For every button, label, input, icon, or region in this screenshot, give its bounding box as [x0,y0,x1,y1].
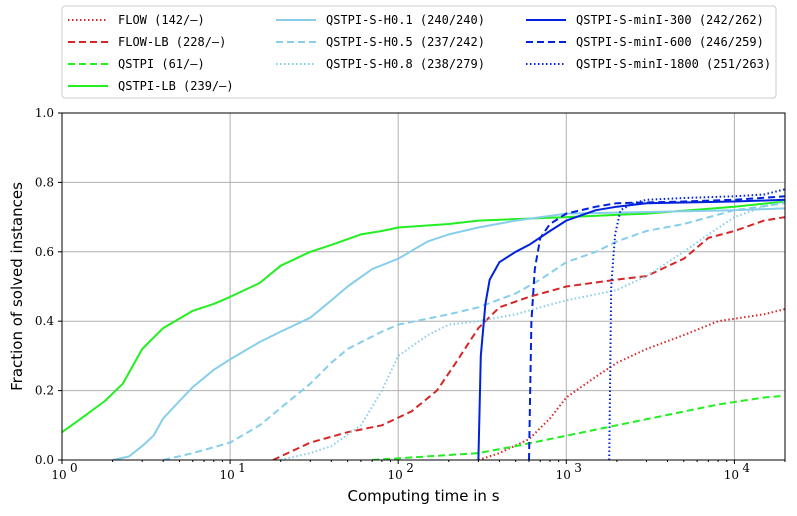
x-tick-exponent: 0 [70,461,78,475]
x-tick-exponent: 2 [406,461,414,475]
legend-label: QSTPI-S-H0.8 (238/279) [326,57,485,71]
series-line-qstpi-s-h0-1 [112,207,785,460]
grid [61,112,785,461]
x-tick-label: 10 [219,468,234,482]
legend-box [61,5,777,99]
x-tick-exponent: 1 [238,461,246,475]
y-axis-label: Fraction of solved instances [8,182,26,391]
x-tick-label: 10 [724,468,739,482]
x-tick-exponent: 4 [742,461,750,475]
legend-label: FLOW (142/–) [118,13,205,27]
y-tick-label: 0.8 [35,175,54,189]
legend-label: QSTPI (61/–) [118,57,205,71]
series-line-qstpi-s-h0-5 [162,202,785,460]
legend-label: QSTPI-S-H0.5 (237/242) [326,35,485,49]
plot-frame [61,112,786,461]
series-line-qstpi-s-mini-600 [528,195,785,460]
series-line-qstpi [372,394,785,460]
series-line-qstpi-s-h0-8 [280,200,785,460]
ticks: 10 0 10 1 10 2 10 3 10 40.00.20.40.60.81.0 [35,106,786,482]
x-tick-label: 10 [388,468,403,482]
y-tick-label: 0.4 [35,314,54,328]
legend-label: QSTPI-S-minI-300 (242/262) [576,13,764,27]
legend: FLOW (142/–) FLOW-LB (228/–) QSTPI (61/–) Q… [61,5,777,99]
series-line-qstpi-s-mini-300 [477,198,785,460]
x-tick-exponent: 3 [574,461,582,475]
legend-label: QSTPI-S-minI-600 (246/259) [576,35,764,49]
y-tick-label: 0.0 [35,453,54,467]
legend-label: QSTPI-S-H0.1 (240/240) [326,13,485,27]
series-line-flow [478,308,785,460]
series-line-qstpi-lb [62,200,785,434]
y-tick-label: 0.2 [35,384,54,398]
x-axis-label: Computing time in s [347,487,499,505]
y-tick-label: 1.0 [35,106,54,120]
legend-label: QSTPI-S-minI-1800 (251/263) [576,57,771,71]
x-tick-label: 10 [51,468,66,482]
legend-label: FLOW-LB (228/–) [118,35,226,49]
series-line-qstpi-s-mini-1800 [608,188,785,460]
series-layer [62,188,785,460]
legend-label: QSTPI-LB (239/–) [118,79,234,93]
y-tick-label: 0.6 [35,245,54,259]
series-line-flow-lb [272,216,785,460]
x-tick-label: 10 [556,468,571,482]
